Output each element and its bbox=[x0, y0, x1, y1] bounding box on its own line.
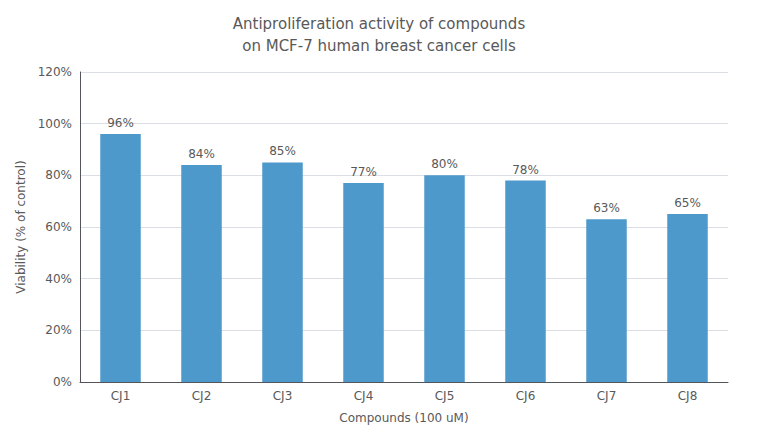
svg-text:78%: 78% bbox=[512, 163, 539, 177]
svg-text:40%: 40% bbox=[45, 272, 72, 286]
svg-text:96%: 96% bbox=[107, 116, 134, 130]
svg-text:CJ6: CJ6 bbox=[516, 389, 536, 403]
svg-text:CJ5: CJ5 bbox=[435, 389, 455, 403]
svg-text:CJ2: CJ2 bbox=[192, 389, 212, 403]
svg-text:84%: 84% bbox=[188, 147, 215, 161]
svg-text:77%: 77% bbox=[350, 165, 377, 179]
svg-text:0%: 0% bbox=[53, 375, 72, 389]
svg-text:CJ4: CJ4 bbox=[354, 389, 374, 403]
svg-text:63%: 63% bbox=[593, 201, 620, 215]
svg-text:100%: 100% bbox=[38, 117, 72, 131]
svg-text:CJ7: CJ7 bbox=[597, 389, 617, 403]
svg-text:120%: 120% bbox=[38, 65, 72, 79]
svg-text:20%: 20% bbox=[45, 323, 72, 337]
svg-text:80%: 80% bbox=[431, 157, 458, 171]
svg-text:CJ3: CJ3 bbox=[273, 389, 293, 403]
svg-text:Viability (% of control): Viability (% of control) bbox=[14, 160, 28, 293]
svg-text:Antiproliferation activity of: Antiproliferation activity of compounds bbox=[233, 15, 526, 33]
svg-text:CJ1: CJ1 bbox=[111, 389, 131, 403]
svg-text:CJ8: CJ8 bbox=[678, 389, 698, 403]
svg-text:Compounds (100 uM): Compounds (100 uM) bbox=[339, 411, 468, 425]
svg-text:65%: 65% bbox=[674, 196, 701, 210]
svg-text:85%: 85% bbox=[269, 144, 296, 158]
svg-text:60%: 60% bbox=[45, 220, 72, 234]
svg-text:on MCF-7 human breast cancer c: on MCF-7 human breast cancer cells bbox=[242, 37, 516, 55]
svg-text:80%: 80% bbox=[45, 168, 72, 182]
